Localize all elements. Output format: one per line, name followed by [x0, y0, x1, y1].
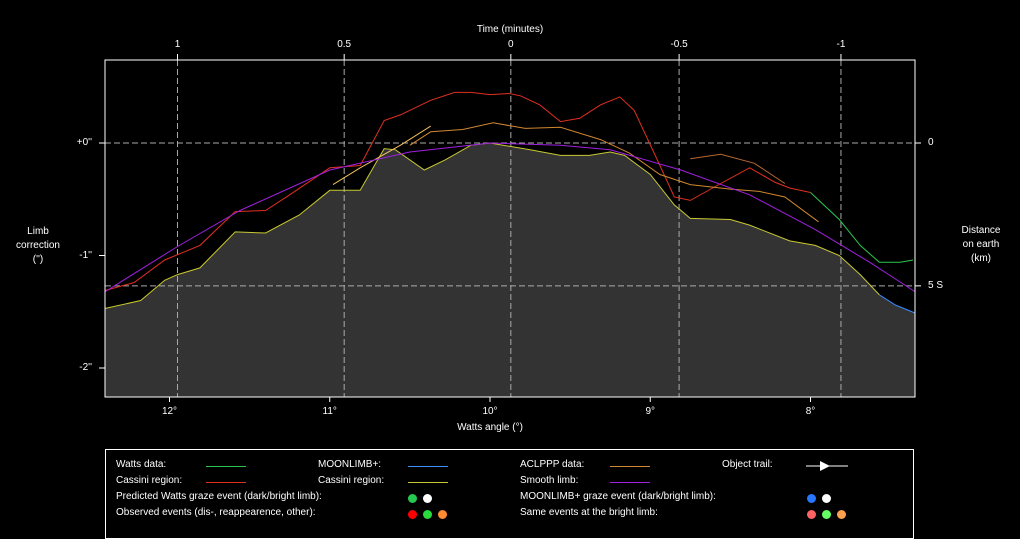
legend-smooth-swatch: [610, 482, 650, 483]
y-axis-title-line: (''): [32, 254, 44, 265]
y-tick-label: -2'': [79, 362, 92, 373]
legend-predicted-bright-dot: [423, 494, 432, 503]
right-axis-title: Distance on earth (km): [962, 224, 1001, 266]
legend-predicted-dark-dot: [408, 494, 417, 503]
legend-cassini-yellow-swatch: [408, 482, 448, 483]
legend-observed-label: Observed events (dis-, reappearence, oth…: [116, 507, 316, 518]
legend-aclppp-label: ACLPPP data:: [520, 459, 585, 470]
legend-predicted-label: Predicted Watts graze event (dark/bright…: [116, 491, 322, 502]
right-axis-title-line: (km): [971, 253, 991, 264]
plot-frame: [104, 59, 916, 398]
right-tick-label: 0: [928, 137, 934, 148]
y-axis-title-line: correction: [16, 240, 60, 251]
object-trail-arrow-icon: [806, 461, 848, 471]
series-line-aclppp-data-segment-2: [690, 153, 786, 184]
legend-moonlimb-dark-dot: [807, 494, 816, 503]
y-tick-label: -1'': [79, 249, 92, 261]
legend-watts-swatch: [206, 466, 246, 467]
series-line-aclppp-data: [409, 122, 819, 223]
top-tick-label: -0.5: [670, 39, 688, 50]
x-tick-label: 12°: [161, 406, 178, 417]
x-tick-label: 10°: [482, 406, 498, 417]
legend-object-trail-label: Object trail:: [722, 459, 773, 470]
legend-aclppp-swatch: [610, 466, 650, 467]
legend-moonlimb-graze-label: MOONLIMB+ graze event (dark/bright limb)…: [520, 491, 716, 502]
legend-observed-disappearance-dot: [408, 510, 417, 519]
top-tick-label: 1: [174, 39, 181, 50]
legend-smooth-label: Smooth limb:: [520, 475, 579, 486]
right-axis-title-line: Distance: [961, 225, 1001, 236]
x-axis-title: Watts angle (°): [457, 422, 523, 433]
legend-bright-other-dot: [837, 510, 846, 519]
y-axis-title: Limb correction (''): [16, 225, 60, 267]
x-tick-label: 8°: [805, 406, 816, 417]
series-line-moonlimb: [879, 294, 915, 314]
series-line-cassini-region-light: [332, 125, 431, 186]
legend-cassini-red-swatch: [206, 482, 246, 483]
legend-bright-events-label: Same events at the bright limb:: [520, 507, 658, 518]
x-tick-label: 11°: [322, 406, 337, 417]
series-line-smooth-limb: [105, 142, 915, 292]
graze-profile-chart: [99, 54, 921, 402]
legend-bright-disappearance-dot: [807, 510, 816, 519]
right-tick-label: 5 S: [928, 279, 944, 291]
y-axis-title-line: Limb: [27, 226, 49, 237]
limb-profile-fill: [105, 143, 915, 397]
right-axis-title-line: on earth: [962, 239, 1000, 250]
legend-cassini-red-label: Cassini region:: [116, 475, 183, 486]
legend: Watts data: Cassini region: Predicted Wa…: [105, 449, 914, 539]
legend-observed-reappearance-dot: [423, 510, 432, 519]
series-line-cassini-region-red: [105, 91, 811, 291]
top-tick-label: 0: [508, 39, 514, 50]
legend-moonlimb-swatch: [408, 466, 448, 467]
series-line-watts-data: [810, 192, 914, 263]
legend-cassini-yellow-label: Cassini region:: [318, 475, 385, 486]
x-tick-label: 9°: [645, 406, 656, 417]
top-tick-label: -1: [836, 39, 846, 50]
top-axis-title: Time (minutes): [476, 24, 544, 35]
legend-observed-other-dot: [438, 510, 447, 519]
legend-moonlimb-bright-dot: [822, 494, 831, 503]
top-tick-label: 0.5: [337, 39, 352, 50]
legend-bright-reappearance-dot: [822, 510, 831, 519]
legend-watts-label: Watts data:: [116, 459, 167, 470]
legend-moonlimb-label: MOONLIMB+:: [318, 459, 382, 470]
y-tick-label: +0'': [76, 137, 92, 148]
